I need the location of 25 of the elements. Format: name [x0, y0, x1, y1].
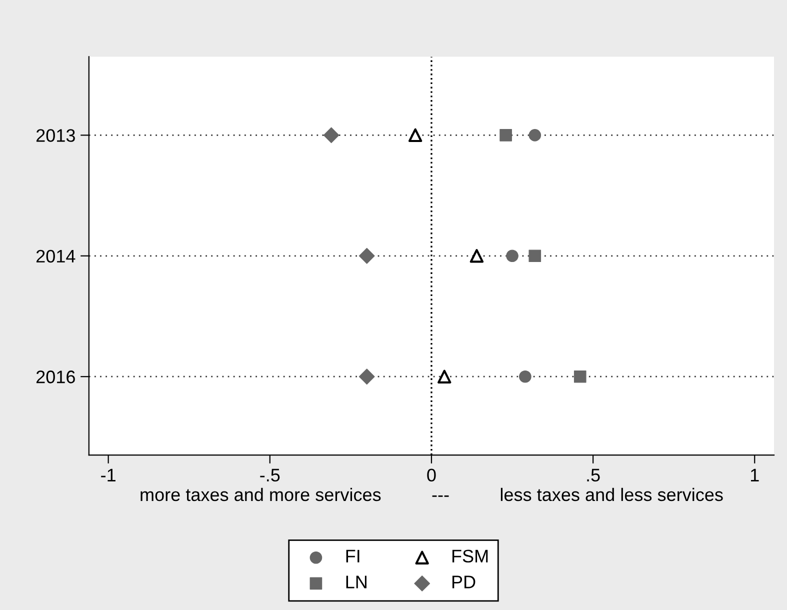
point	[500, 129, 512, 142]
legend-label: FI	[346, 550, 360, 562]
legend-label: LN	[346, 576, 366, 588]
x-axis-title: more taxes and more services --- less taxes and less services	[140, 488, 723, 502]
y-tick-label: 2016	[36, 370, 75, 384]
y-tick-label: 2013	[36, 129, 75, 142]
x-tick-label: -.5	[260, 468, 280, 482]
x-tick-label: 0	[427, 468, 436, 482]
point	[408, 128, 422, 142]
legend-label: FSM	[452, 550, 488, 563]
point	[519, 370, 532, 383]
legend-label: PD	[452, 576, 476, 588]
x-tick-label: .5	[587, 468, 600, 482]
point	[470, 249, 484, 263]
point	[358, 368, 375, 385]
x-tick-label: 1	[750, 468, 759, 482]
point	[528, 250, 542, 262]
point	[528, 129, 542, 142]
point	[358, 248, 375, 264]
x-tick-label: -1	[101, 468, 116, 482]
point	[506, 250, 518, 262]
point	[323, 127, 340, 144]
point	[574, 370, 586, 383]
point	[438, 370, 452, 384]
y-tick-label: 2014	[36, 250, 76, 263]
